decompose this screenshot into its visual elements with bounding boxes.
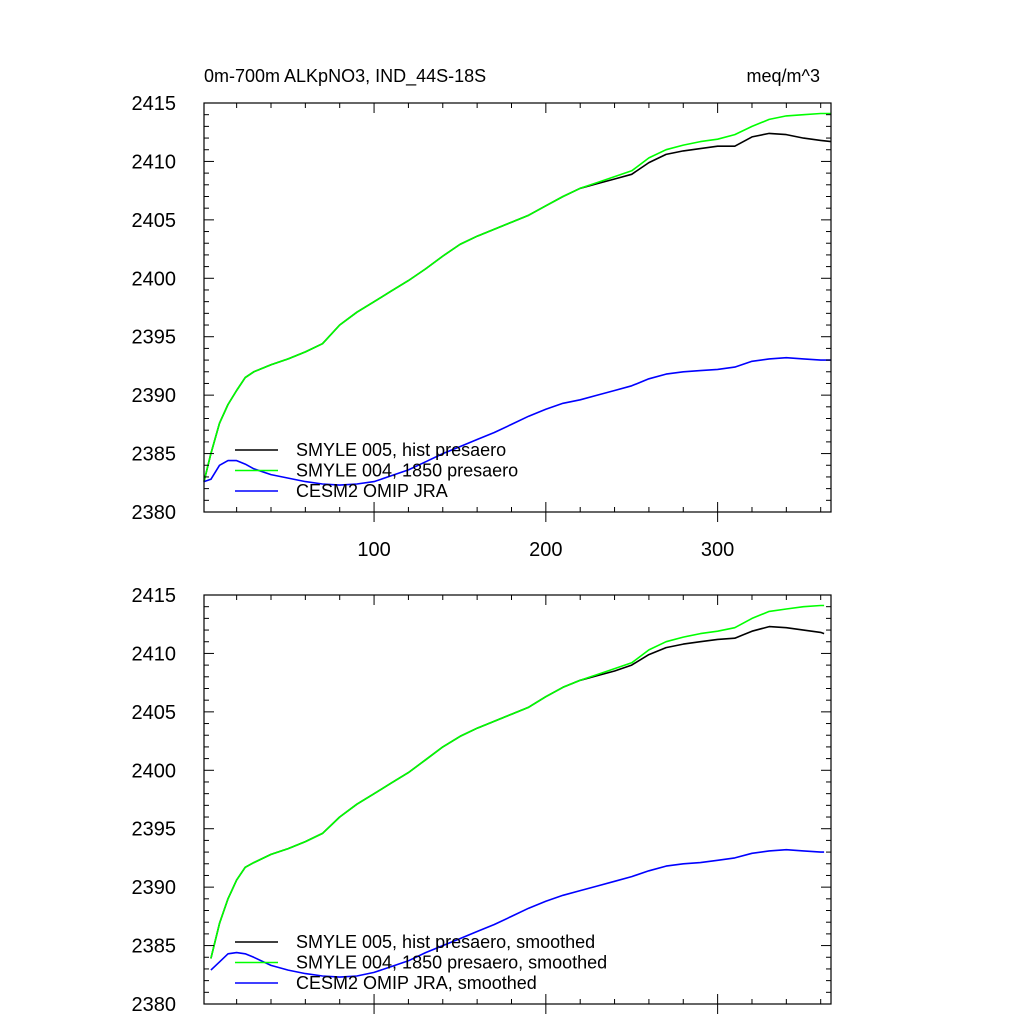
- y-tick-label: 2385: [132, 444, 177, 466]
- bottom-panel: 2380 2385 2390 2395 2400 2405 2410 2415 SMYLE 0…: [132, 585, 832, 1016]
- y-tick-label: 2415: [132, 93, 177, 115]
- x-tick-label: 200: [529, 539, 562, 561]
- y-tick-label: 2390: [132, 385, 177, 407]
- y-tick-label: 2390: [132, 877, 177, 899]
- top-panel-axis-layer: 2380 2385 2390 2395 2400 2405 2410 2415 100 200 30…: [132, 93, 832, 561]
- plot-frame: [203, 594, 832, 1005]
- series-line-2: [210, 604, 825, 959]
- series-line-2: [203, 112, 831, 482]
- legend-label-1: SMYLE 005, hist presaero, smoothed: [296, 932, 595, 952]
- legend-label-2: SMYLE 004, 1850 presaero, smoothed: [296, 953, 607, 973]
- y-tick-label: 2405: [132, 702, 177, 724]
- y-tick-label: 2415: [132, 585, 177, 607]
- series-line-3: [203, 356, 831, 486]
- top-panel: 0m-700m ALKpNO3, IND_44S-18S meq/m^3 238…: [132, 66, 832, 561]
- y-tick-label: 2400: [132, 760, 177, 782]
- y-tick-label: 2410: [132, 151, 177, 173]
- bottom-panel-axis-layer: 2380 2385 2390 2395 2400 2405 2410 2415: [132, 585, 832, 1016]
- series-line-3: [210, 848, 825, 978]
- bottom-panel-legend: SMYLE 005, hist presaero, smoothedSMYLE …: [235, 932, 607, 993]
- plot-frame: [203, 102, 832, 513]
- bottom-panel-series-layer: [210, 604, 825, 978]
- y-tick-label: 2395: [132, 327, 177, 349]
- legend-label-3: CESM2 OMIP JRA: [296, 481, 448, 501]
- y-tick-label: 2400: [132, 268, 177, 290]
- x-tick-label: 100: [357, 539, 390, 561]
- top-panel-units: meq/m^3: [747, 66, 820, 86]
- top-panel-title: 0m-700m ALKpNO3, IND_44S-18S: [204, 66, 486, 87]
- legend-label-1: SMYLE 005, hist presaero: [296, 440, 506, 460]
- top-panel-series-layer: [203, 112, 832, 486]
- y-tick-label: 2395: [132, 819, 177, 841]
- x-tick-label: 300: [701, 539, 734, 561]
- y-tick-label: 2385: [132, 936, 177, 958]
- y-tick-label: 2410: [132, 643, 177, 665]
- y-tick-label: 2405: [132, 210, 177, 232]
- legend-label-3: CESM2 OMIP JRA, smoothed: [296, 973, 537, 993]
- legend-label-2: SMYLE 004, 1850 presaero: [296, 461, 518, 481]
- y-tick-label: 2380: [132, 994, 177, 1016]
- y-tick-label: 2380: [132, 502, 177, 524]
